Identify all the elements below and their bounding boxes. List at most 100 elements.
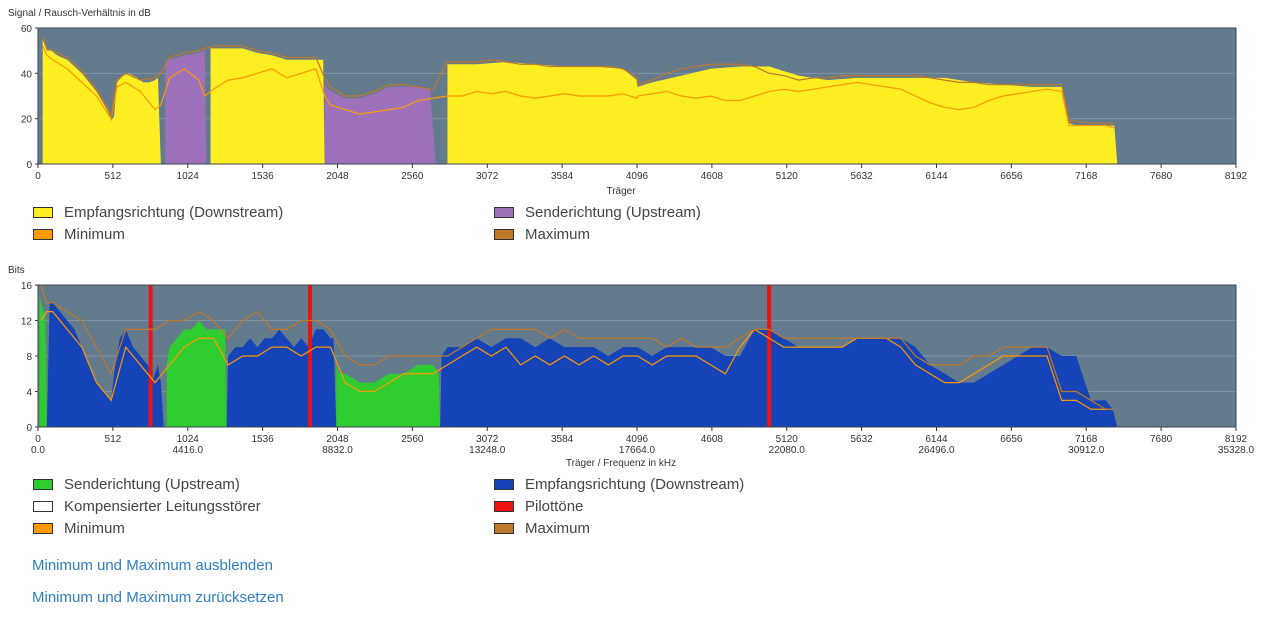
x-tick-label: 2560 [401, 434, 424, 445]
legend-item-snr-minimum[interactable]: Minimum [33, 224, 125, 244]
swatch-icon [494, 206, 514, 218]
area-empfangsrichtung-downstream [440, 329, 1118, 427]
x-tick-label: 8192 [1225, 171, 1248, 182]
legend-label: Minimum [64, 519, 125, 537]
swatch-icon [33, 228, 53, 240]
x-tick-label: 1024 [177, 434, 200, 445]
legend-label: Empfangsrichtung (Downstream) [64, 203, 284, 221]
area-senderichtung-upstream [165, 50, 207, 164]
snr-chart: Signal / Rausch-Verhältnis in dB Träger … [8, 8, 1248, 197]
swatch-icon [494, 522, 514, 534]
area-senderichtung-upstream [324, 82, 436, 164]
swatch-icon [494, 500, 514, 512]
area-empfangsrichtung-downstream [447, 62, 1118, 164]
legend-item-bits-downstream[interactable]: Empfangsrichtung (Downstream) [494, 474, 744, 494]
freq-tick-label: 13248.0 [469, 445, 506, 456]
freq-tick-label: 4416.0 [172, 445, 203, 456]
x-tick-label: 3584 [551, 171, 574, 182]
y-tick-label: 12 [21, 317, 33, 328]
snr-ylabel: Signal / Rausch-Verhältnis in dB [8, 8, 151, 19]
area-empfangsrichtung-downstream [46, 302, 164, 427]
area-empfangsrichtung-downstream [42, 39, 161, 165]
swatch-icon [33, 206, 53, 218]
y-tick-label: 4 [26, 388, 32, 399]
reset-minmax-link[interactable]: Minimum und Maximum zurücksetzen [32, 589, 284, 606]
x-tick-label: 4608 [701, 434, 724, 445]
x-tick-label: 7168 [1075, 434, 1098, 445]
legend-item-snr-maximum[interactable]: Maximum [494, 224, 590, 244]
x-tick-label: 512 [105, 171, 122, 182]
minimum-line [42, 45, 1115, 129]
swatch-icon [494, 228, 514, 240]
x-tick-label: 4096 [626, 171, 649, 182]
maximum-line [42, 36, 1115, 124]
swatch-icon [33, 500, 53, 512]
freq-tick-label: 22080.0 [769, 445, 806, 456]
snr-xlabel: Träger [606, 186, 636, 197]
legend-label: Kompensierter Leitungsstörer [64, 497, 261, 515]
x-tick-label: 8192 [1225, 434, 1248, 445]
y-tick-label: 40 [21, 69, 33, 80]
x-tick-label: 2560 [401, 171, 424, 182]
maximum-line [40, 284, 1113, 410]
hide-minmax-link[interactable]: Minimum und Maximum ausblenden [32, 557, 273, 574]
y-tick-label: 60 [21, 24, 33, 35]
x-tick-label: 7168 [1075, 171, 1098, 182]
x-tick-label: 5120 [776, 171, 799, 182]
legend-label: Empfangsrichtung (Downstream) [525, 475, 745, 493]
freq-tick-label: 35328.0 [1218, 445, 1255, 456]
legend-item-bits-minimum[interactable]: Minimum [33, 518, 125, 538]
x-tick-label: 6656 [1000, 434, 1023, 445]
x-tick-label: 5120 [776, 434, 799, 445]
area-empfangsrichtung-downstream [210, 48, 325, 164]
x-tick-label: 7680 [1150, 171, 1173, 182]
legend-item-bits-compensated[interactable]: Kompensierter Leitungsstörer [33, 496, 261, 516]
legend-item-bits-upstream[interactable]: Senderichtung (Upstream) [33, 474, 240, 494]
x-tick-label: 6656 [1000, 171, 1023, 182]
x-tick-label: 2048 [326, 171, 349, 182]
freq-tick-label: 0.0 [31, 445, 45, 456]
y-tick-label: 0 [26, 160, 32, 171]
legend-label: Maximum [525, 519, 591, 537]
x-tick-label: 5632 [851, 434, 874, 445]
area-senderichtung-upstream [336, 364, 441, 427]
freq-tick-label: 26496.0 [918, 445, 955, 456]
area-senderichtung-upstream [39, 293, 47, 427]
x-tick-label: 6144 [925, 434, 948, 445]
swatch-icon [494, 478, 514, 490]
x-tick-label: 1536 [252, 171, 275, 182]
legend-item-bits-maximum[interactable]: Maximum [494, 518, 590, 538]
x-tick-label: 4096 [626, 434, 649, 445]
x-tick-label: 1024 [177, 171, 200, 182]
x-tick-label: 3072 [476, 434, 499, 445]
x-tick-label: 0 [35, 434, 41, 445]
minimum-line [40, 311, 1113, 410]
legend-label: Pilottöne [525, 497, 584, 515]
x-tick-label: 6144 [925, 171, 948, 182]
y-tick-label: 0 [26, 423, 32, 434]
x-tick-label: 3584 [551, 434, 574, 445]
y-tick-label: 8 [26, 352, 32, 363]
y-tick-label: 20 [21, 115, 33, 126]
bits-ylabel: Bits [8, 265, 25, 276]
bits-chart: Bits Träger / Frequenz in kHz 16 12 8 4 00 51… [8, 265, 1255, 469]
freq-tick-label: 8832.0 [322, 445, 353, 456]
legend-item-snr-upstream[interactable]: Senderichtung (Upstream) [494, 202, 701, 222]
swatch-icon [33, 478, 53, 490]
x-tick-label: 3072 [476, 171, 499, 182]
x-tick-label: 7680 [1150, 434, 1173, 445]
legend-label: Minimum [64, 225, 125, 243]
legend-label: Senderichtung (Upstream) [525, 203, 701, 221]
x-tick-label: 0 [35, 171, 41, 182]
legend-item-snr-downstream[interactable]: Empfangsrichtung (Downstream) [33, 202, 283, 222]
area-senderichtung-upstream [166, 320, 227, 427]
x-tick-label: 4608 [701, 171, 724, 182]
x-tick-label: 512 [105, 434, 122, 445]
swatch-icon [33, 522, 53, 534]
freq-tick-label: 30912.0 [1068, 445, 1105, 456]
y-tick-label: 16 [21, 281, 33, 292]
x-tick-label: 1536 [252, 434, 275, 445]
legend-label: Senderichtung (Upstream) [64, 475, 240, 493]
freq-tick-label: 17664.0 [619, 445, 656, 456]
legend-item-bits-pilot[interactable]: Pilottöne [494, 496, 583, 516]
